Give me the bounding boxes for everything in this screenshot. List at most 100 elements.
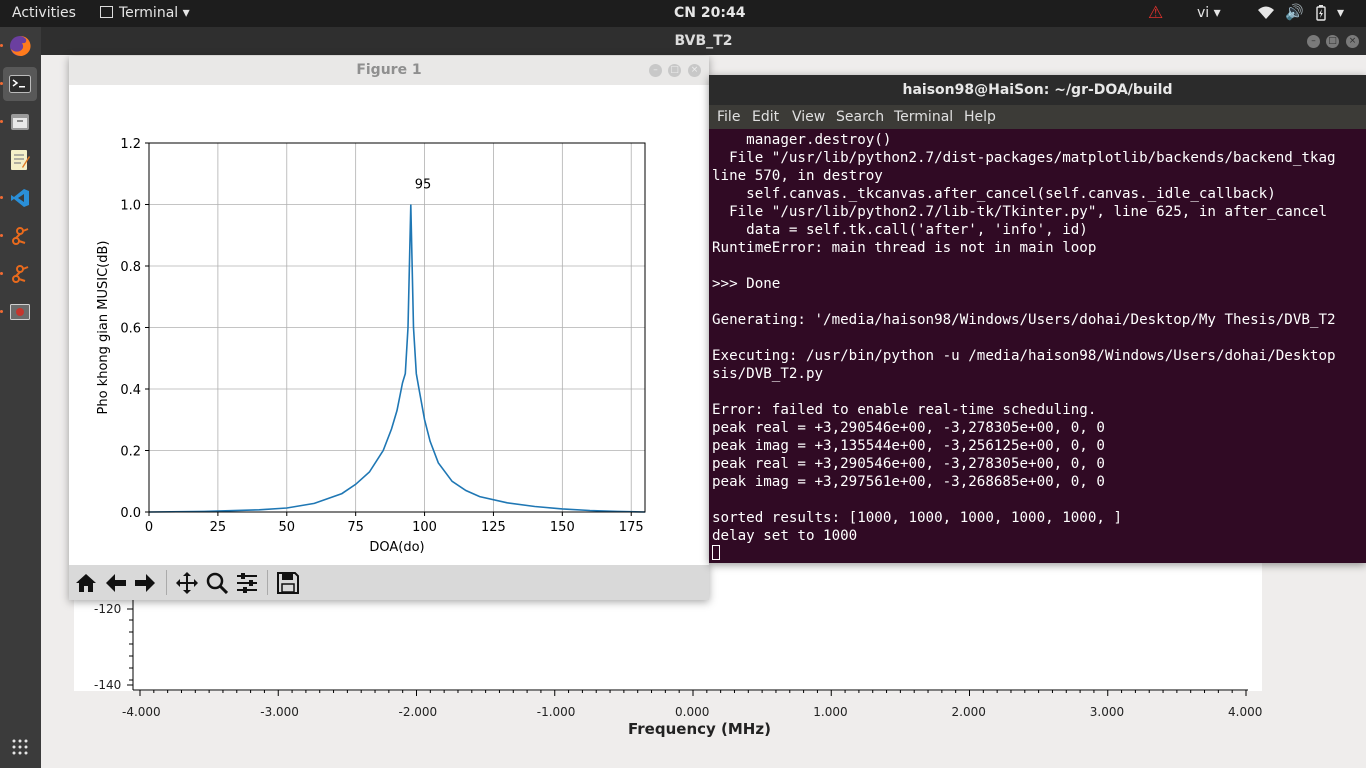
terminal-line: File "/usr/lib/python2.7/dist-packages/m… <box>712 150 1336 166</box>
x-tick-label: 2.000 <box>951 705 986 719</box>
terminal-icon[interactable] <box>3 67 37 101</box>
terminal-line: RuntimeError: main thread is not in main… <box>712 240 1097 256</box>
menu-terminal[interactable]: Terminal <box>894 109 954 125</box>
terminal-line: sis/DVB_T2.py <box>712 366 824 382</box>
firefox-icon[interactable] <box>3 29 37 63</box>
activities-button[interactable]: Activities <box>12 5 76 21</box>
dock <box>0 27 41 768</box>
running-indicator <box>0 196 3 199</box>
terminal-line: peak real = +3,290546e+00, -3,278305e+00… <box>712 420 1105 436</box>
bvb-window-title: BVB_T2 <box>41 27 1366 55</box>
volume-icon[interactable]: 🔊 <box>1285 3 1304 21</box>
gnuradio-companion-icon[interactable] <box>3 257 37 291</box>
input-method-menu[interactable]: vi ▾ <box>1197 5 1221 21</box>
top-bar: Activities Terminal ▾ CN 20:44 ⚠ vi ▾ 🔊 … <box>0 0 1366 27</box>
y-tick-label: 0.2 <box>120 445 141 460</box>
terminal-window[interactable]: haison98@HaiSon: ~/gr-DOA/build File Edi… <box>709 75 1366 563</box>
back-arrow-icon[interactable] <box>102 569 129 596</box>
running-indicator <box>0 234 3 237</box>
maximize-icon[interactable]: □ <box>668 64 681 77</box>
menu-file[interactable]: File <box>717 109 741 125</box>
gnuradio-icon[interactable] <box>3 219 37 253</box>
home-icon[interactable] <box>72 569 99 596</box>
terminal-menubar: File Edit View Search Terminal Help <box>709 105 1366 129</box>
menu-search[interactable]: Search <box>836 109 885 125</box>
y-tick-label: -140 <box>94 678 122 692</box>
toolbar-separator <box>267 570 268 595</box>
y-tick-label: 1.2 <box>120 137 141 152</box>
close-icon[interactable]: × <box>1346 35 1359 48</box>
terminal-line <box>712 329 1366 347</box>
figure-window-title: Figure 1 <box>69 56 709 85</box>
music-spectrum-chart[interactable]: 0 25 50 75 100 125 150 175 0.0 0.2 0.4 0.6 0.8 1.0 1.2… <box>69 85 709 565</box>
x-tick-label: 75 <box>347 520 364 535</box>
terminal-line: delay set to 1000 <box>712 528 858 544</box>
figure-toolbar <box>69 565 709 600</box>
terminal-line: Error: failed to enable real-time schedu… <box>712 402 1097 418</box>
app-menu-label: Terminal <box>119 5 179 21</box>
save-figure-icon[interactable] <box>274 569 301 596</box>
x-tick-label: 100 <box>412 520 437 535</box>
x-tick-label: 4.000 <box>1228 705 1263 719</box>
x-tick-label: 1.000 <box>813 705 848 719</box>
x-tick-label: 0 <box>145 520 153 535</box>
terminal-line: data = self.tk.call('after', 'info', id) <box>712 222 1088 238</box>
warning-icon[interactable]: ⚠ <box>1148 3 1164 23</box>
battery-icon[interactable] <box>1316 5 1326 25</box>
app-menu[interactable]: Terminal ▾ <box>100 5 190 21</box>
maximize-icon[interactable]: □ <box>1326 35 1339 48</box>
frequency-axis-label: Frequency (MHz) <box>628 720 771 738</box>
terminal-line: sorted results: [1000, 1000, 1000, 1000,… <box>712 510 1122 526</box>
forward-arrow-icon[interactable] <box>131 569 158 596</box>
terminal-line <box>712 491 1366 509</box>
terminal-app-icon <box>100 6 113 18</box>
x-tick-label: 150 <box>550 520 575 535</box>
y-tick-label: 0.6 <box>120 322 141 337</box>
clock[interactable]: CN 20:44 <box>674 5 746 21</box>
minimize-icon[interactable]: – <box>649 64 662 77</box>
text-editor-icon[interactable] <box>3 143 37 177</box>
x-tick-label: 25 <box>210 520 227 535</box>
x-tick-label: -3.000 <box>260 705 299 719</box>
show-applications-icon[interactable] <box>3 730 37 764</box>
running-indicator <box>0 44 3 47</box>
python-window-icon[interactable] <box>3 295 37 329</box>
minimize-icon[interactable]: – <box>1307 35 1320 48</box>
menu-edit[interactable]: Edit <box>752 109 780 125</box>
figure-window: Figure 1 – □ × 0 25 50 75 100 125 150 175 0.0 0.2… <box>69 56 709 600</box>
y-tick-label: 0.8 <box>120 260 141 275</box>
y-tick-label: 1.0 <box>120 199 141 214</box>
system-menu-chevron-icon[interactable]: ▾ <box>1337 5 1345 21</box>
configure-subplots-icon[interactable] <box>233 569 260 596</box>
terminal-line: Generating: '/media/haison98/Windows/Use… <box>712 312 1336 328</box>
terminal-line <box>712 383 1366 401</box>
chevron-down-icon: ▾ <box>178 5 190 21</box>
x-axis-label: DOA(do) <box>369 540 424 555</box>
chevron-down-icon: ▾ <box>1209 5 1221 21</box>
x-tick-label: 50 <box>279 520 296 535</box>
files-icon[interactable] <box>3 105 37 139</box>
terminal-output[interactable]: manager.destroy() File "/usr/lib/python2… <box>712 131 1366 563</box>
menu-view[interactable]: View <box>792 109 826 125</box>
peak-annotation: 95 <box>415 178 432 193</box>
terminal-window-title: haison98@HaiSon: ~/gr-DOA/build <box>709 75 1366 105</box>
terminal-line: Executing: /usr/bin/python -u /media/hai… <box>712 348 1336 364</box>
x-tick-label: 125 <box>481 520 506 535</box>
terminal-line: peak real = +3,290546e+00, -3,278305e+00… <box>712 456 1105 472</box>
terminal-line: File "/usr/lib/python2.7/lib-tk/Tkinter.… <box>712 204 1327 220</box>
running-indicator <box>0 272 3 275</box>
terminal-line: peak imag = +3,297561e+00, -3,268685e+00… <box>712 474 1105 490</box>
terminal-line: >>> Done <box>712 276 781 292</box>
terminal-line: line 570, in destroy <box>712 168 883 184</box>
close-icon[interactable]: × <box>688 64 701 77</box>
x-tick-label: -2.000 <box>398 705 438 719</box>
zoom-magnifier-icon[interactable] <box>203 569 230 596</box>
toolbar-separator <box>166 570 167 595</box>
vscode-icon[interactable] <box>3 181 37 215</box>
x-tick-label: -4.000 <box>122 705 161 719</box>
menu-help[interactable]: Help <box>964 109 996 125</box>
pan-move-icon[interactable] <box>173 569 200 596</box>
terminal-cursor <box>712 545 720 560</box>
y-tick-label: 0.4 <box>120 383 141 398</box>
wifi-icon[interactable] <box>1258 6 1274 24</box>
